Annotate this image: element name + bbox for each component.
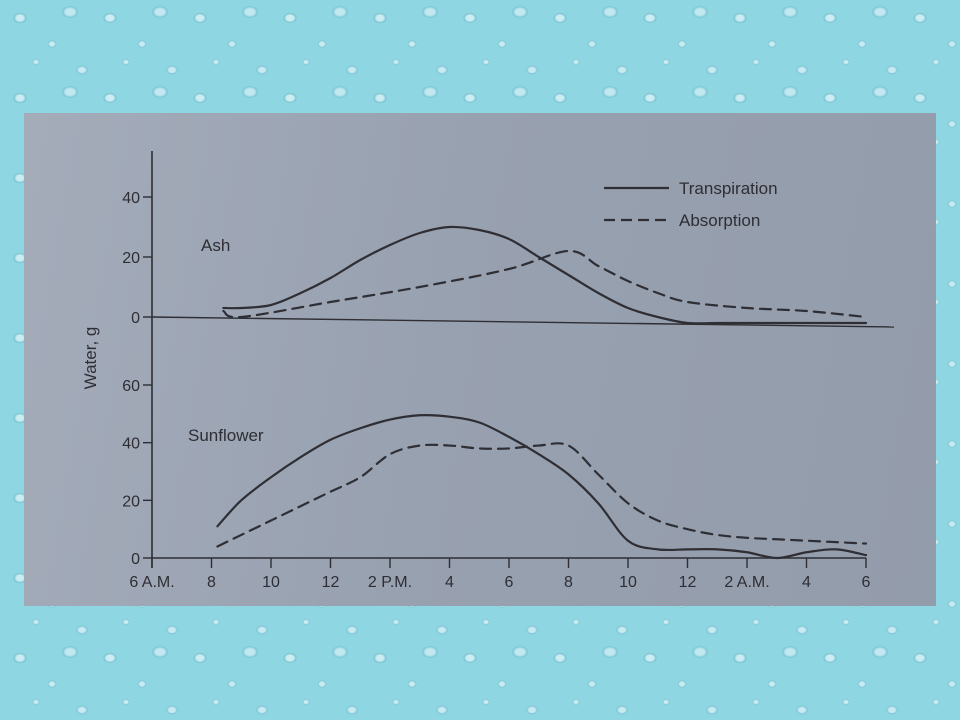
y-tick-label: 40: [122, 190, 140, 207]
x-tick-label: 10: [619, 574, 637, 591]
panel-label-sunflower: Sunflower: [188, 426, 264, 445]
series-transpiration-sunflower: [216, 414, 868, 560]
axes: [151, 151, 895, 568]
ticks: 0 20 40 0 20 40 60 6 A.M. 8 10 12 2 P.M. 4 6 8 10 12 2 A.…: [122, 190, 870, 591]
x-tick-label: 6: [862, 574, 871, 591]
chart: 0 20 40 0 20 40 60 6 A.M. 8 10 12 2 P.M. 4 6 8 10 12 2 A.…: [81, 151, 895, 591]
x-tick-label: 4: [445, 574, 454, 591]
legend: Transpiration Absorption: [604, 179, 778, 230]
x-tick-label: 4: [802, 574, 811, 591]
series-layer: [216, 225, 868, 560]
series-absorption-ash: [222, 249, 868, 319]
x-tick-label: 6: [505, 574, 514, 591]
y-tick-label: 0: [131, 310, 140, 327]
y-tick-label: 40: [122, 436, 140, 453]
legend-label-transpiration: Transpiration: [679, 179, 778, 198]
x-tick-label: 10: [262, 574, 280, 591]
panel-label-ash: Ash: [201, 236, 230, 255]
legend-label-absorption: Absorption: [679, 211, 760, 230]
series-absorption-sunflower: [216, 442, 868, 548]
x-tick-label: 12: [322, 574, 340, 591]
x-tick-label: 2 A.M.: [724, 574, 769, 591]
y-tick-label: 0: [131, 551, 140, 568]
series-transpiration-ash: [222, 225, 868, 325]
y-tick-label: 20: [122, 250, 140, 267]
y-tick-label: 60: [122, 378, 140, 395]
y-axis-label: Water, g: [81, 327, 100, 390]
x-tick-label: 8: [564, 574, 573, 591]
chart-photo: 0 20 40 0 20 40 60 6 A.M. 8 10 12 2 P.M. 4 6 8 10 12 2 A.…: [24, 113, 936, 606]
x-tick-label: 6 A.M.: [129, 574, 174, 591]
x-tick-label: 2 P.M.: [368, 574, 412, 591]
y-tick-label: 20: [122, 493, 140, 510]
x-tick-label: 8: [207, 574, 216, 591]
x-tick-label: 12: [679, 574, 697, 591]
baseline-ash: [151, 316, 895, 328]
